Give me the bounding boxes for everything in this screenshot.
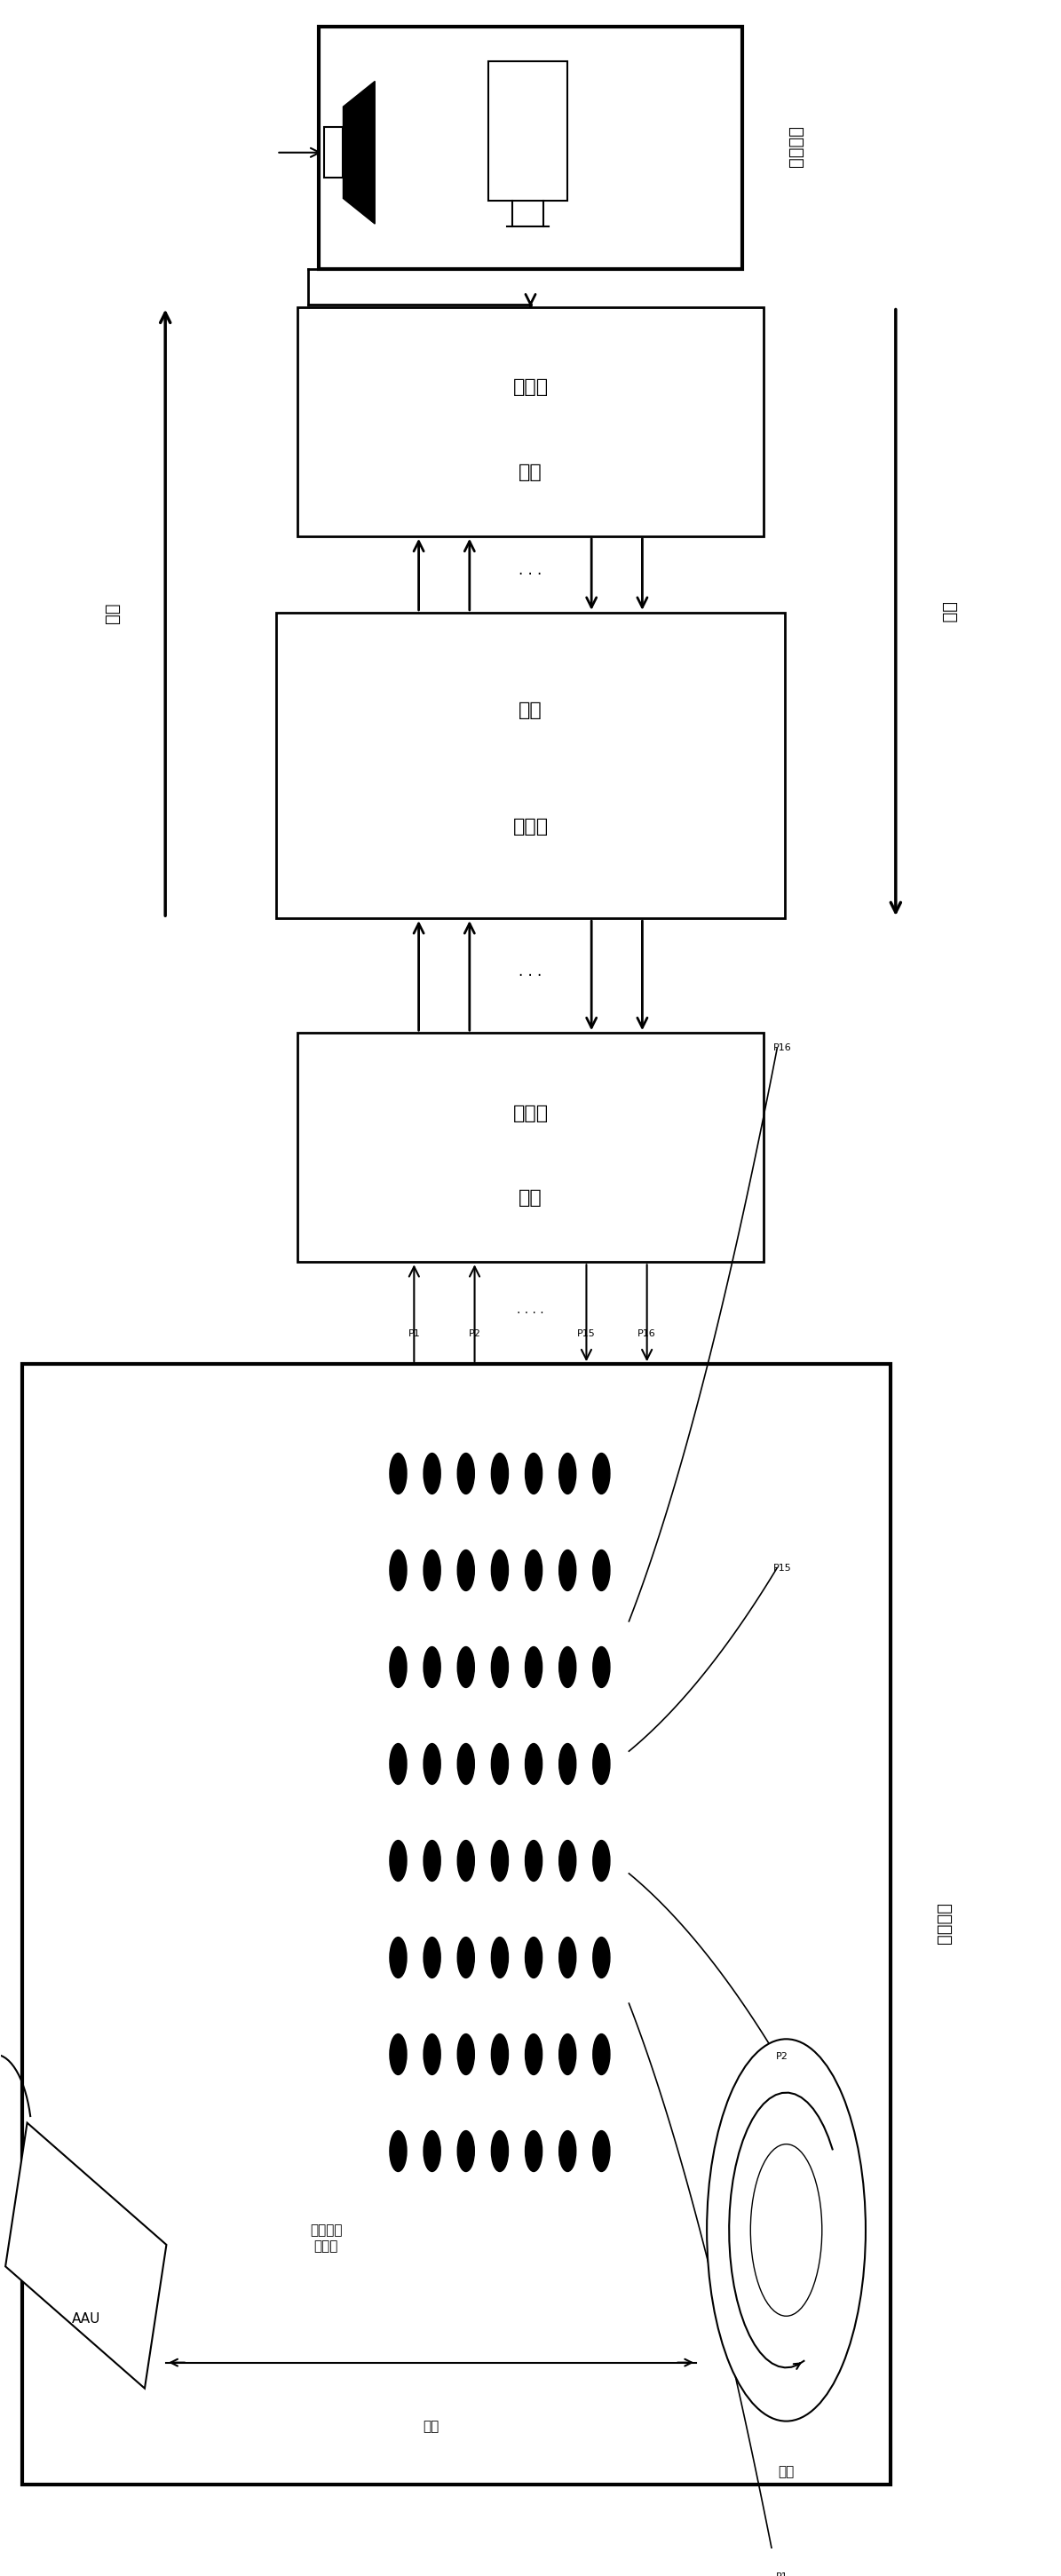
Circle shape — [491, 2035, 508, 2074]
Circle shape — [525, 1646, 542, 1687]
Circle shape — [593, 1937, 610, 1978]
Text: 基站暗室: 基站暗室 — [935, 1904, 952, 1945]
Circle shape — [559, 1551, 576, 1592]
Circle shape — [423, 1453, 440, 1494]
Bar — [318, 26, 743, 268]
Text: P16: P16 — [638, 1329, 656, 1337]
Circle shape — [389, 2130, 406, 2172]
Text: P15: P15 — [577, 1329, 595, 1337]
Circle shape — [559, 1744, 576, 1785]
Circle shape — [525, 1551, 542, 1592]
Bar — [22, 1365, 890, 2486]
Bar — [298, 1033, 763, 1262]
Circle shape — [423, 2035, 440, 2074]
Circle shape — [491, 2130, 508, 2172]
Circle shape — [525, 1839, 542, 1880]
Circle shape — [491, 1839, 508, 1880]
Circle shape — [423, 2130, 440, 2172]
Circle shape — [457, 1551, 474, 1592]
Bar — [324, 126, 343, 178]
Text: 双极化收
发天线: 双极化收 发天线 — [310, 2223, 343, 2251]
Text: 支架: 支架 — [423, 2419, 439, 2432]
Text: 终端暗箱: 终端暗箱 — [786, 126, 803, 167]
Circle shape — [457, 2130, 474, 2172]
Circle shape — [525, 2035, 542, 2074]
Circle shape — [423, 1744, 440, 1785]
Circle shape — [389, 1453, 406, 1494]
Text: · · · ·: · · · · — [517, 1306, 544, 1319]
Text: 上行: 上行 — [940, 603, 957, 623]
Circle shape — [593, 1551, 610, 1592]
Circle shape — [491, 1551, 508, 1592]
Circle shape — [389, 1937, 406, 1978]
Circle shape — [593, 1839, 610, 1880]
Circle shape — [457, 1646, 474, 1687]
Text: P2: P2 — [777, 2053, 788, 2061]
Circle shape — [491, 1646, 508, 1687]
Circle shape — [707, 2040, 866, 2421]
Circle shape — [457, 1937, 474, 1978]
Circle shape — [389, 1646, 406, 1687]
Circle shape — [423, 1839, 440, 1880]
Circle shape — [559, 1839, 576, 1880]
Circle shape — [559, 1646, 576, 1687]
Circle shape — [559, 1937, 576, 1978]
Circle shape — [559, 2130, 576, 2172]
Text: · · ·: · · · — [519, 969, 542, 984]
Text: 信道: 信道 — [519, 701, 542, 719]
Circle shape — [491, 1453, 508, 1494]
Text: P1: P1 — [408, 1329, 420, 1337]
Text: 放器: 放器 — [519, 464, 542, 482]
Polygon shape — [5, 2123, 167, 2388]
Text: 放器: 放器 — [519, 1190, 542, 1206]
Bar — [298, 307, 763, 536]
Circle shape — [389, 1744, 406, 1785]
Circle shape — [525, 1453, 542, 1494]
Circle shape — [525, 1937, 542, 1978]
Text: 下行: 下行 — [104, 603, 121, 623]
Circle shape — [423, 1646, 440, 1687]
Polygon shape — [343, 82, 375, 224]
Circle shape — [457, 2035, 474, 2074]
Text: P2: P2 — [469, 1329, 481, 1337]
Circle shape — [491, 1937, 508, 1978]
Text: P16: P16 — [773, 1043, 792, 1054]
Text: P1: P1 — [777, 2571, 788, 2576]
Text: 转台: 转台 — [778, 2465, 795, 2478]
Circle shape — [423, 1937, 440, 1978]
Bar — [277, 613, 784, 917]
Circle shape — [389, 1551, 406, 1592]
Text: 变频功: 变频功 — [512, 1105, 549, 1123]
Circle shape — [559, 1453, 576, 1494]
Circle shape — [593, 2130, 610, 2172]
Circle shape — [593, 1453, 610, 1494]
Text: 变频功: 变频功 — [512, 379, 549, 397]
Circle shape — [457, 1744, 474, 1785]
Text: P15: P15 — [773, 1564, 792, 1571]
Text: 模拟器: 模拟器 — [512, 817, 549, 835]
Circle shape — [389, 1839, 406, 1880]
Circle shape — [559, 2035, 576, 2074]
Circle shape — [593, 1744, 610, 1785]
Text: · · ·: · · · — [519, 567, 542, 582]
Circle shape — [389, 2035, 406, 2074]
Circle shape — [491, 1744, 508, 1785]
Circle shape — [750, 2143, 822, 2316]
Circle shape — [423, 1551, 440, 1592]
Circle shape — [525, 2130, 542, 2172]
Bar — [488, 62, 568, 201]
Circle shape — [593, 2035, 610, 2074]
Circle shape — [457, 1839, 474, 1880]
Circle shape — [457, 1453, 474, 1494]
Circle shape — [593, 1646, 610, 1687]
Text: AAU: AAU — [71, 2313, 101, 2326]
Circle shape — [525, 1744, 542, 1785]
